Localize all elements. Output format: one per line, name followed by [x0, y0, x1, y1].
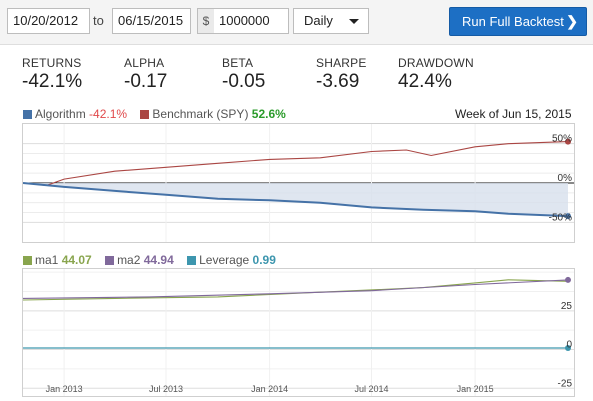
backtest-toolbar: 10/20/2012 to 06/15/2015 $ 1000000 Daily… [0, 0, 593, 45]
x-tick-label: Jan 2014 [251, 384, 288, 394]
stat-label: ALPHA [124, 56, 165, 70]
x-tick-label: Jul 2013 [149, 384, 183, 394]
x-tick-label: Jan 2013 [46, 384, 83, 394]
stat-label: DRAWDOWN [398, 56, 474, 70]
legend-ma2-label: ma2 [117, 253, 141, 267]
returns-chart[interactable]: 50% 0% -50% [22, 124, 574, 242]
ma2-swatch [105, 256, 115, 265]
benchmark-swatch [140, 110, 150, 119]
x-tick-label: Jul 2014 [354, 384, 388, 394]
benchmark-line [22, 141, 569, 186]
algorithm-line [22, 182, 569, 218]
end-date-input[interactable]: 06/15/2015 [112, 8, 191, 34]
y-tick-label: -50% [549, 212, 572, 223]
legend-benchmark-label: Benchmark (SPY) [152, 107, 249, 121]
stat-value: 42.4% [398, 71, 452, 92]
legend-algorithm-label: Algorithm [35, 107, 86, 121]
legend-benchmark[interactable]: Benchmark (SPY) 52.6% [140, 107, 286, 121]
benchmark-end-marker [565, 138, 571, 145]
frequency-value: Daily [304, 13, 333, 28]
y-tick-label: -25 [558, 378, 573, 389]
legend-ma1-label: ma1 [35, 253, 59, 267]
to-label: to [93, 13, 104, 28]
legend-leverage[interactable]: Leverage 0.99 [187, 253, 276, 267]
run-full-backtest-button[interactable]: Run Full Backtest ❯ [449, 7, 587, 36]
legend-ma2[interactable]: ma2 44.94 [105, 253, 174, 267]
start-date-input[interactable]: 10/20/2012 [7, 8, 90, 34]
frequency-select[interactable]: Daily [293, 8, 369, 34]
legend-ma1-value: 44.07 [61, 253, 92, 267]
run-button-label: Run Full Backtest [462, 14, 564, 29]
week-label: Week of Jun 15, 2015 [455, 107, 572, 121]
indicators-chart-panel: 25 0 -25 Jan 2013 Jul 2013 Jan 2014 Jul 2014 Ja… [22, 268, 575, 397]
stat-label: SHARPE [316, 56, 367, 70]
stat-label: BETA [222, 56, 254, 70]
ma2-end-marker [565, 276, 571, 283]
ma2-line [22, 279, 569, 299]
ma1-swatch [23, 256, 32, 265]
y-tick-label: 0% [558, 173, 573, 184]
algorithm-area [23, 183, 568, 217]
indicators-chart[interactable]: 25 0 -25 Jan 2013 Jul 2013 Jan 2014 Jul 2014 Ja… [22, 269, 574, 396]
legend-ma1[interactable]: ma1 44.07 [23, 253, 92, 267]
stat-alpha: ALPHA -0.17 [124, 56, 167, 93]
chevron-right-icon: ❯ [566, 13, 578, 29]
stat-beta: BETA -0.05 [222, 56, 265, 93]
legend-algorithm[interactable]: Algorithm -42.1% [23, 107, 127, 121]
y-tick-label: 25 [561, 301, 573, 312]
legend-benchmark-value: 52.6% [251, 107, 286, 121]
capital-input[interactable]: 1000000 [214, 8, 289, 34]
stat-value: -0.05 [222, 71, 266, 92]
stat-value: -42.1% [22, 71, 83, 92]
ma1-line [22, 279, 569, 301]
stat-drawdown: DRAWDOWN 42.4% [398, 56, 474, 93]
returns-chart-panel: 50% 0% -50% [22, 123, 575, 243]
legend-algorithm-value: -42.1% [89, 107, 128, 121]
x-tick-label: Jan 2015 [457, 384, 494, 394]
stat-label: RETURNS [22, 56, 82, 70]
leverage-end-marker [565, 345, 571, 352]
stat-returns: RETURNS -42.1% [22, 56, 82, 93]
stat-value: -3.69 [316, 71, 360, 92]
legend-ma2-value: 44.94 [143, 253, 174, 267]
currency-symbol: $ [197, 8, 215, 34]
y-tick-label: 50% [552, 134, 572, 145]
stat-value: -0.17 [124, 71, 168, 92]
lower-chart-legend: ma1 44.07 ma2 44.94 Leverage 0.99 [23, 253, 286, 267]
caret-down-icon [349, 19, 359, 24]
legend-leverage-value: 0.99 [252, 253, 276, 267]
main-chart-legend: Algorithm -42.1% Benchmark (SPY) 52.6% [23, 107, 296, 121]
algorithm-swatch [23, 110, 32, 119]
algorithm-end-marker [565, 213, 571, 220]
y-tick-label: 0 [566, 340, 572, 351]
legend-leverage-label: Leverage [199, 253, 250, 267]
stat-sharpe: SHARPE -3.69 [316, 56, 367, 93]
leverage-swatch [187, 256, 197, 265]
